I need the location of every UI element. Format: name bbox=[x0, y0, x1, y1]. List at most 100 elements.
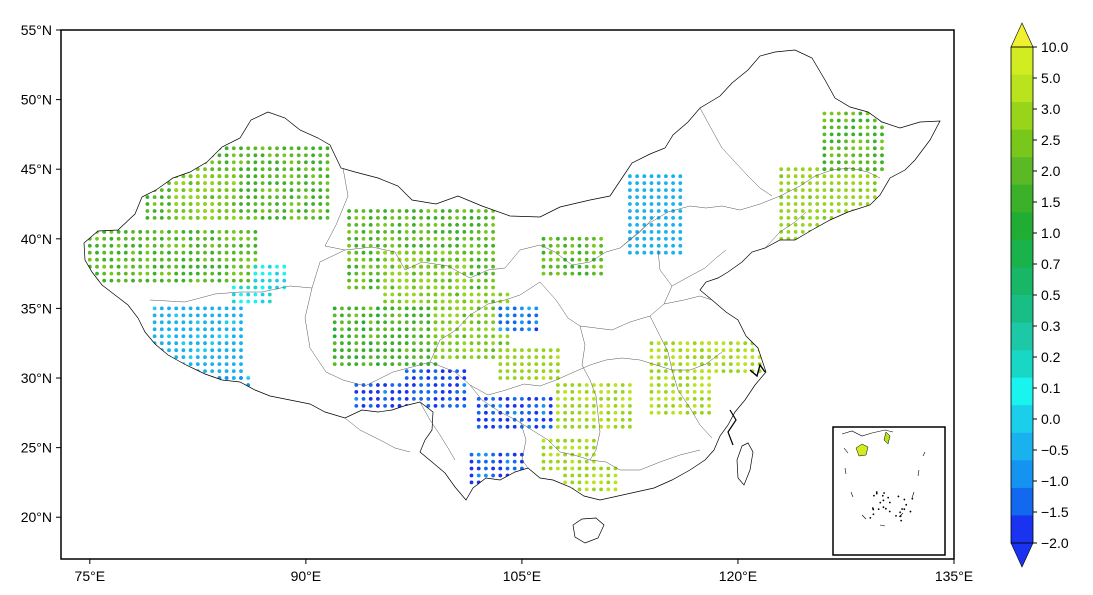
colorbar-segment bbox=[1011, 74, 1033, 103]
data-point bbox=[491, 306, 495, 311]
colorbar-label: −1.0 bbox=[1041, 473, 1069, 489]
data-point bbox=[656, 188, 661, 193]
data-point bbox=[577, 410, 582, 415]
data-point bbox=[455, 230, 459, 234]
data-point bbox=[224, 174, 229, 179]
data-point bbox=[203, 355, 207, 359]
data-point bbox=[188, 209, 193, 213]
data-point bbox=[664, 202, 668, 206]
data-point bbox=[520, 320, 524, 325]
data-point bbox=[347, 285, 351, 290]
data-point bbox=[829, 146, 834, 151]
data-point bbox=[440, 278, 445, 283]
data-point bbox=[167, 195, 171, 200]
data-point bbox=[412, 348, 416, 353]
data-point bbox=[520, 459, 524, 464]
data-point bbox=[656, 355, 661, 359]
data-point bbox=[217, 348, 222, 353]
data-point bbox=[779, 181, 784, 186]
data-point bbox=[664, 230, 668, 234]
data-point bbox=[476, 404, 481, 408]
data-point bbox=[404, 397, 409, 401]
data-point bbox=[347, 320, 351, 325]
data-point bbox=[484, 341, 488, 346]
data-point bbox=[664, 362, 668, 366]
data-point bbox=[800, 195, 805, 200]
data-point bbox=[217, 167, 222, 172]
data-point bbox=[858, 174, 863, 179]
data-point bbox=[505, 424, 510, 429]
data-point bbox=[275, 264, 279, 269]
data-point bbox=[541, 250, 546, 255]
colorbar-label: 0.1 bbox=[1041, 380, 1061, 396]
data-point bbox=[685, 397, 690, 401]
data-point bbox=[361, 285, 366, 290]
data-point bbox=[412, 313, 416, 318]
data-point bbox=[476, 230, 481, 234]
data-point bbox=[505, 320, 510, 325]
data-point bbox=[131, 271, 135, 276]
data-point bbox=[664, 188, 668, 193]
data-point bbox=[174, 278, 179, 283]
data-point bbox=[484, 327, 488, 332]
data-point bbox=[505, 348, 510, 353]
data-point bbox=[231, 313, 236, 318]
data-point bbox=[203, 348, 207, 353]
data-point bbox=[188, 278, 193, 283]
data-point bbox=[224, 243, 229, 248]
data-point bbox=[275, 160, 279, 165]
data-point bbox=[635, 236, 639, 241]
data-point bbox=[282, 181, 287, 186]
inset-taiwan bbox=[883, 431, 891, 445]
data-point bbox=[419, 264, 423, 269]
data-point bbox=[649, 376, 654, 380]
data-point bbox=[491, 250, 495, 255]
data-point bbox=[556, 257, 560, 262]
data-point bbox=[606, 417, 611, 422]
data-point bbox=[815, 167, 820, 172]
longitude-axis: 75°E 90°E 105°E 120°E 135°E bbox=[75, 559, 973, 584]
data-point bbox=[577, 404, 582, 408]
data-point bbox=[455, 369, 459, 373]
colorbar-label: 10.0 bbox=[1041, 39, 1068, 55]
data-point bbox=[815, 174, 820, 179]
data-point bbox=[613, 410, 618, 415]
data-point bbox=[822, 181, 827, 186]
data-point bbox=[195, 236, 200, 241]
data-point bbox=[210, 209, 215, 213]
colorbar-segment bbox=[1011, 184, 1033, 213]
province-line bbox=[505, 351, 723, 391]
data-point bbox=[836, 146, 841, 151]
data-point bbox=[368, 334, 373, 339]
data-point bbox=[469, 466, 474, 471]
data-point bbox=[368, 250, 373, 255]
data-point bbox=[289, 146, 294, 151]
data-point bbox=[678, 202, 683, 206]
data-point bbox=[858, 153, 863, 158]
data-point bbox=[167, 341, 171, 346]
data-point bbox=[584, 383, 589, 387]
data-point bbox=[376, 362, 380, 366]
data-point bbox=[808, 223, 812, 227]
data-point bbox=[628, 417, 632, 422]
data-point bbox=[462, 327, 467, 332]
data-point bbox=[260, 278, 265, 283]
data-point bbox=[412, 292, 416, 297]
data-point bbox=[865, 132, 870, 137]
data-point bbox=[181, 348, 186, 353]
data-point bbox=[311, 181, 315, 186]
data-point bbox=[311, 160, 315, 165]
data-point bbox=[584, 410, 589, 415]
data-point bbox=[368, 383, 373, 387]
data-point bbox=[484, 250, 488, 255]
data-point bbox=[469, 306, 474, 311]
data-point bbox=[520, 397, 524, 401]
data-point bbox=[246, 209, 251, 213]
data-point bbox=[152, 216, 157, 220]
data-point bbox=[282, 202, 287, 206]
data-point bbox=[563, 250, 567, 255]
data-point bbox=[700, 355, 704, 359]
data-point bbox=[231, 153, 236, 158]
colorbar-segment bbox=[1011, 239, 1033, 268]
data-point bbox=[239, 188, 243, 193]
